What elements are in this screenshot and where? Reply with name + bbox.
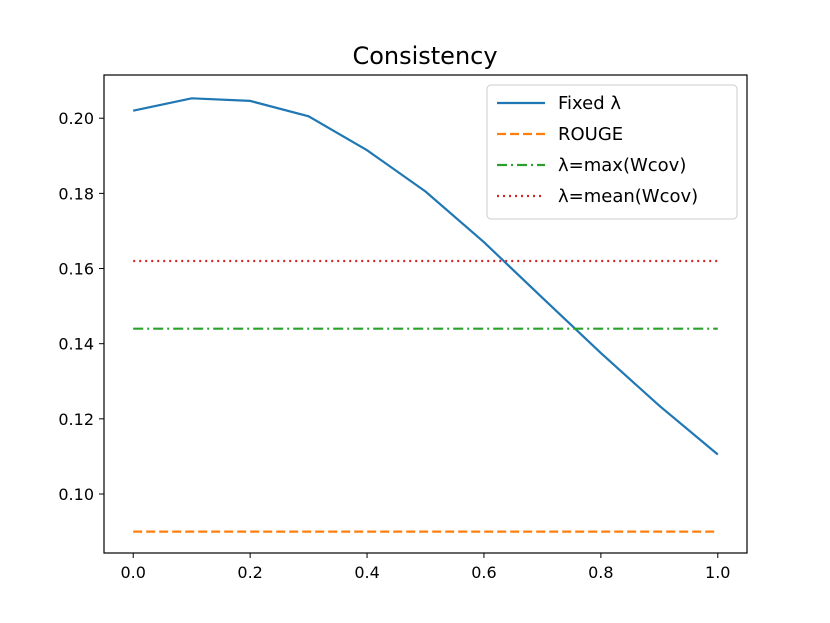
series-line-0 [132, 97, 719, 456]
y-tick-label: 0.16 [58, 260, 94, 279]
x-tick-label: 0.0 [121, 563, 146, 582]
x-tick-label: 0.2 [237, 563, 262, 582]
legend-box [486, 84, 738, 220]
legend-label-1: ROUGE [558, 124, 623, 145]
x-axis: 0.0 0.2 0.4 0.6 0.8 1.0 [121, 553, 730, 582]
y-tick-label: 0.12 [58, 410, 94, 429]
series-layer [132, 97, 719, 533]
y-axis: 0.10 0.12 0.14 0.16 0.18 0.20 [58, 109, 104, 504]
x-tick-label: 0.8 [588, 563, 613, 582]
legend-label-0: Fixed λ [558, 93, 621, 114]
x-tick-label: 0.6 [471, 563, 496, 582]
legend: Fixed λ ROUGE λ=max(Wcov) λ=mean(Wcov) [486, 84, 738, 220]
chart-title: Consistency [352, 42, 497, 70]
y-tick-label: 0.10 [58, 485, 94, 504]
y-tick-label: 0.20 [58, 109, 94, 128]
x-tick-label: 0.4 [354, 563, 379, 582]
legend-label-3: λ=mean(Wcov) [558, 186, 698, 207]
y-tick-label: 0.18 [58, 184, 94, 203]
plot-frame [103, 74, 748, 554]
y-tick-label: 0.14 [58, 335, 94, 354]
legend-label-2: λ=max(Wcov) [558, 155, 686, 176]
x-tick-label: 1.0 [705, 563, 730, 582]
